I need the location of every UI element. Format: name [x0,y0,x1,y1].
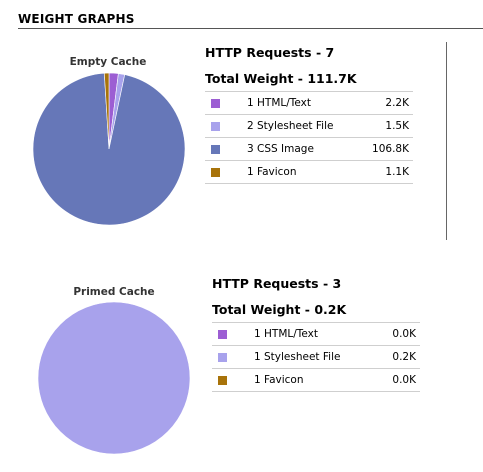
total-weight: Total Weight - 111.7K [205,71,357,86]
empty-cache-pie-chart [32,72,186,226]
weight-graphs-title: WEIGHT GRAPHS [18,12,135,26]
component-size: 0.0K [379,322,420,346]
vertical-divider [446,42,447,240]
primed-cache-pie-chart [37,301,191,455]
table-row: 3 CSS Image 106.8K [205,137,413,161]
component-size: 1.5K [359,114,413,138]
total-weight: Total Weight - 0.2K [212,302,347,317]
table-row: 1 Favicon 1.1K [205,160,413,184]
favicon-swatch [218,375,227,385]
primed-cache-caption: Primed Cache [73,286,155,298]
table-row: 2 Stylesheet File 1.5K [205,114,413,138]
pie-slice-css-image [32,72,186,226]
http-requests-count: HTTP Requests - 7 [205,45,335,60]
table-row: 1 Stylesheet File 0.2K [212,345,420,369]
css-image-swatch [211,144,220,154]
component-table: 1 HTML/Text 2.2K 2 Stylesheet File 1.5K … [205,91,413,184]
pie-slice-stylesheet-file [37,301,191,455]
component-size: 0.0K [379,368,420,392]
component-size: 0.2K [379,345,420,369]
component-label: 1 Favicon [254,368,380,392]
html-text-swatch [211,98,220,108]
component-label: 1 Stylesheet File [254,345,380,369]
component-label: 3 CSS Image [247,137,360,161]
favicon-swatch [211,167,220,177]
component-label: 1 HTML/Text [254,322,380,346]
component-size: 2.2K [359,91,413,115]
component-label: 1 Favicon [247,160,360,184]
component-size: 106.8K [359,137,413,161]
http-requests-count: HTTP Requests - 3 [212,276,342,291]
html-text-swatch [218,329,227,339]
component-label: 2 Stylesheet File [247,114,360,138]
stylesheet-swatch [218,352,227,362]
component-table: 1 HTML/Text 0.0K 1 Stylesheet File 0.2K … [212,322,420,392]
table-row: 1 Favicon 0.0K [212,368,420,392]
title-divider [18,28,483,29]
primed-cache-stats: HTTP Requests - 3 Total Weight - 0.2K 1 … [212,276,420,392]
stylesheet-swatch [211,121,220,131]
component-size: 1.1K [359,160,413,184]
pie-slice-favicon [103,72,110,150]
component-label: 1 HTML/Text [247,91,360,115]
empty-cache-caption: Empty Cache [69,56,147,68]
empty-cache-stats: HTTP Requests - 7 Total Weight - 111.7K … [205,45,413,184]
table-row: 1 HTML/Text 0.0K [212,322,420,346]
table-row: 1 HTML/Text 2.2K [205,91,413,115]
